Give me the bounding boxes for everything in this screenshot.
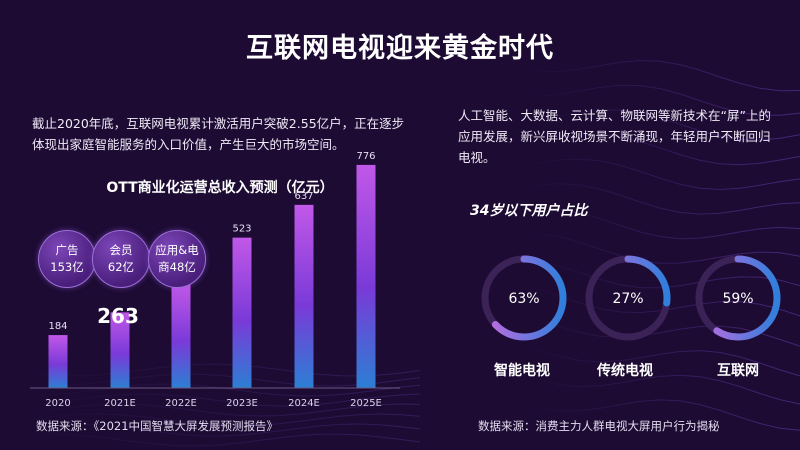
bar-2023E [232, 237, 252, 388]
ring-arc-1 [585, 255, 671, 341]
bar-tick-label: 2022E [165, 398, 197, 409]
bar-value-label: 776 [356, 151, 375, 162]
background-wave-line [519, 59, 800, 92]
bubble-apps-label: 应用&电 [155, 243, 199, 257]
bubble-ads-value: 153亿 [50, 260, 84, 274]
background-wave-line [0, 363, 421, 377]
background-wave-line [0, 383, 421, 397]
background-wave-line [519, 84, 800, 116]
right-description: 人工智能、大数据、云计算、物联网等新技术在“屏”上的应用发展，新兴屏收视场景不断… [458, 108, 771, 165]
revenue-bubble-ads: 广告 153亿 [38, 230, 96, 288]
bubble-apps-value: 商48亿 [158, 260, 196, 274]
ring-arc-2 [695, 255, 781, 341]
ring-percent-label: 63% [508, 291, 539, 307]
background-wave-line [519, 183, 800, 215]
background-wave-line [0, 433, 421, 447]
bar-tick-label: 2021E [104, 398, 136, 409]
bar-2021E [110, 312, 130, 388]
background-wave-line [519, 345, 800, 377]
ring-percent-label: 27% [612, 291, 643, 307]
bar-tick-label: 2020 [45, 398, 70, 409]
background-wave-line [0, 393, 421, 407]
bar-tick-label: 2025E [350, 398, 382, 409]
background-wave-line [519, 158, 800, 191]
background-wave-line [0, 403, 421, 417]
background-wave-line [519, 397, 800, 431]
left-source: 数据来源：《2021中国智慧大屏发展预测报告》 [36, 419, 279, 433]
background-wave-line [519, 260, 800, 289]
bar-value-label: 523 [232, 224, 251, 235]
highlight-value-2021: 263 [97, 304, 139, 328]
ring-percent-label: 59% [722, 291, 753, 307]
ring-label-internet: 互联网 [717, 363, 759, 379]
bar-value-label: 184 [48, 321, 67, 332]
background-wave-line [519, 289, 800, 317]
right-source: 数据来源：消费主力人群电视大屏用户行为揭秘 [478, 419, 720, 433]
ring-label-traditional-tv: 传统电视 [597, 363, 653, 379]
background-wave-line [519, 371, 800, 405]
background-wave-line [519, 233, 800, 264]
background-wave-line [0, 373, 421, 387]
revenue-bubble-membership: 会员 62亿 [92, 230, 150, 288]
bubble-membership-value: 62亿 [107, 260, 135, 274]
bar-2025E [356, 164, 376, 388]
bubble-membership-label: 会员 [109, 243, 133, 257]
ring-label-smart-tv: 智能电视 [494, 363, 550, 379]
bar-value-label: 637 [294, 191, 313, 202]
bar-2024E [294, 204, 314, 388]
bar-chart-title: OTT商业化运营总收入预测（亿元） [106, 180, 334, 196]
revenue-bubble-apps: 应用&电 商48亿 [148, 230, 206, 288]
bar-2022E [171, 284, 191, 388]
page-title: 互联网电视迎来黄金时代 [246, 33, 554, 64]
background-wave-line [0, 413, 421, 427]
bar-tick-label: 2023E [226, 398, 258, 409]
bubble-ads-label: 广告 [55, 243, 79, 257]
ring-chart-title: 34岁以下用户占比 [470, 203, 588, 219]
bar-tick-label: 2024E [288, 398, 320, 409]
background-wave-line [519, 207, 800, 240]
background-wave-line [0, 423, 421, 437]
left-description: 截止2020年底，互联网电视累计激活用户突破2.55亿户，正在逐步体现出家庭智能… [32, 116, 405, 152]
ring-arc-0 [481, 255, 567, 341]
background-wave-line [519, 109, 800, 141]
background-wave-line [519, 133, 800, 166]
bar-2020 [48, 335, 68, 388]
